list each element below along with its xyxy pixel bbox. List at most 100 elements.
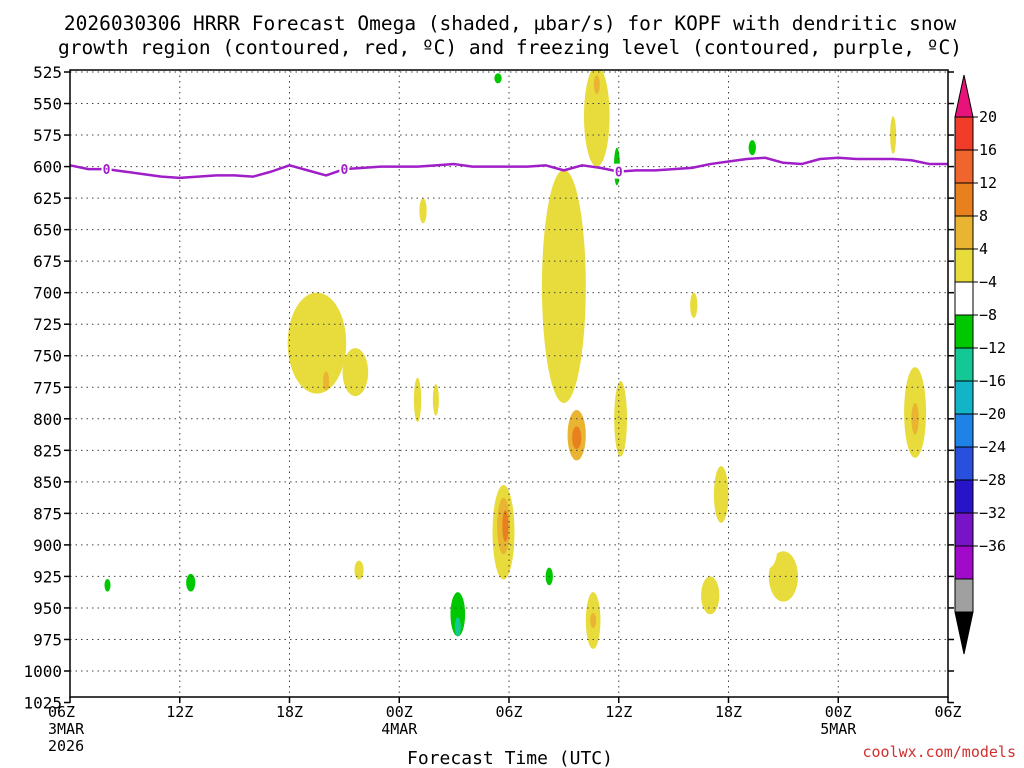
colorbar-label: 12 xyxy=(979,174,997,192)
upward-motion-region xyxy=(768,551,799,602)
colorbar-label: −12 xyxy=(979,339,1006,357)
x-tick-label: 06Z xyxy=(495,703,522,721)
colorbar-swatch xyxy=(954,578,974,613)
colorbar-swatch xyxy=(954,380,974,415)
freezing-level-label-bg xyxy=(101,161,112,177)
colorbar-swatch xyxy=(954,446,974,481)
x-tick-date: 5MAR xyxy=(820,720,857,738)
omega-region xyxy=(483,83,509,119)
colorbar-label: −24 xyxy=(979,438,1006,456)
colorbar-label: −16 xyxy=(979,372,1006,390)
colorbar-label: −4 xyxy=(979,273,997,291)
x-tick-label: 06Z xyxy=(48,703,75,721)
y-tick-label: 1025 xyxy=(23,694,62,713)
omega-region xyxy=(748,140,756,156)
y-tick-label: 700 xyxy=(33,284,62,303)
colorbar-label: 20 xyxy=(979,108,997,126)
omega-region xyxy=(447,77,465,100)
y-tick-label: 975 xyxy=(33,630,62,649)
y-tick-label: 825 xyxy=(33,441,62,460)
colorbar-swatch xyxy=(954,314,974,349)
upward-motion-region xyxy=(890,116,897,154)
y-tick-label: 750 xyxy=(33,347,62,366)
freezing-level-label: 0 xyxy=(615,166,623,181)
upward-motion-region xyxy=(541,169,586,404)
omega-region xyxy=(104,578,111,592)
colorbar-swatch xyxy=(954,281,974,316)
x-tick-date: 4MAR xyxy=(381,720,418,738)
colorbar-label: −32 xyxy=(979,504,1006,522)
omega-region xyxy=(186,573,196,592)
x-tick-label: 06Z xyxy=(934,703,961,721)
upward-motion-region xyxy=(572,426,582,450)
colorbar-label: −36 xyxy=(979,537,1006,555)
colorbar-label: −8 xyxy=(979,306,997,324)
y-tick-label: 950 xyxy=(33,599,62,618)
x-axis-label: Forecast Time (UTC) xyxy=(407,748,613,768)
y-tick-label: 650 xyxy=(33,221,62,240)
y-tick-label: 900 xyxy=(33,536,62,555)
x-tick-label: 18Z xyxy=(715,703,742,721)
y-tick-label: 775 xyxy=(33,378,62,397)
y-tick-label: 625 xyxy=(33,189,62,208)
omega-region xyxy=(454,617,461,637)
upward-motion-region xyxy=(287,292,347,394)
upward-motion-region xyxy=(419,198,427,224)
colorbar-label: 16 xyxy=(979,141,997,159)
upward-motion-region xyxy=(502,510,509,542)
colorbar-swatch xyxy=(954,149,974,184)
omega-region xyxy=(593,650,600,666)
upward-motion-region xyxy=(690,292,698,318)
upward-motion-region xyxy=(583,70,610,167)
x-tick-label: 12Z xyxy=(166,703,193,721)
omega-region xyxy=(632,589,639,615)
colorbar-swatch xyxy=(954,248,974,283)
x-tick-label: 00Z xyxy=(386,703,413,721)
colorbar-swatch xyxy=(954,116,974,151)
y-tick-label: 725 xyxy=(33,315,62,334)
x-tick-label: 18Z xyxy=(276,703,303,721)
colorbar-swatch xyxy=(954,512,974,547)
credit-text: coolwx.com/models xyxy=(862,743,1016,761)
upward-motion-region xyxy=(323,371,330,391)
colorbar-label: −20 xyxy=(979,405,1006,423)
y-tick-label: 600 xyxy=(33,158,62,177)
omega-region xyxy=(273,386,280,402)
upward-motion-region xyxy=(342,348,369,397)
upward-motion-region xyxy=(701,576,720,615)
freezing-level-label: 0 xyxy=(340,163,348,178)
upward-motion-region xyxy=(413,377,422,422)
upward-motion-region xyxy=(593,75,600,95)
colorbar-label: −28 xyxy=(979,471,1006,489)
colorbar-swatch xyxy=(954,545,974,580)
y-tick-label: 575 xyxy=(33,126,62,145)
colorbar-swatch xyxy=(954,479,974,514)
colorbar-bottom-arrow xyxy=(954,611,974,655)
y-tick-label: 525 xyxy=(33,63,62,82)
x-tick-label: 12Z xyxy=(605,703,632,721)
y-tick-label: 1000 xyxy=(23,662,62,681)
y-tick-label: 550 xyxy=(33,95,62,114)
freezing-level-line xyxy=(69,156,948,180)
plot-area xyxy=(97,70,941,666)
colorbar-label: 8 xyxy=(979,207,988,225)
upward-motion-region xyxy=(354,560,364,580)
colorbar-label: 4 xyxy=(979,240,988,258)
freezing-level-label-bg xyxy=(339,161,350,177)
colorbar: 20 16 12 8 4 −4 −8 −12 −16 −20 −24 −28 −32 −36 xyxy=(954,74,1006,655)
colorbar-swatch xyxy=(954,215,974,250)
upward-motion-region xyxy=(590,612,597,629)
axes: 0 0 0 525 550 575 600 625 650 675 700 725 750 775 800 8… xyxy=(23,63,961,755)
colorbar-top-arrow xyxy=(954,74,974,118)
omega-region xyxy=(664,457,683,519)
omega-region xyxy=(691,392,712,446)
y-tick-label: 675 xyxy=(33,252,62,271)
omega-region xyxy=(494,73,502,84)
chart-title-line-1: 2026030306 HRRR Forecast Omega (shaded, … xyxy=(64,12,956,35)
x-tick-label: 00Z xyxy=(825,703,852,721)
colorbar-swatch xyxy=(954,413,974,448)
freezing-level-label-bg xyxy=(613,163,624,179)
y-tick-label: 850 xyxy=(33,473,62,492)
omega-region xyxy=(934,209,941,225)
